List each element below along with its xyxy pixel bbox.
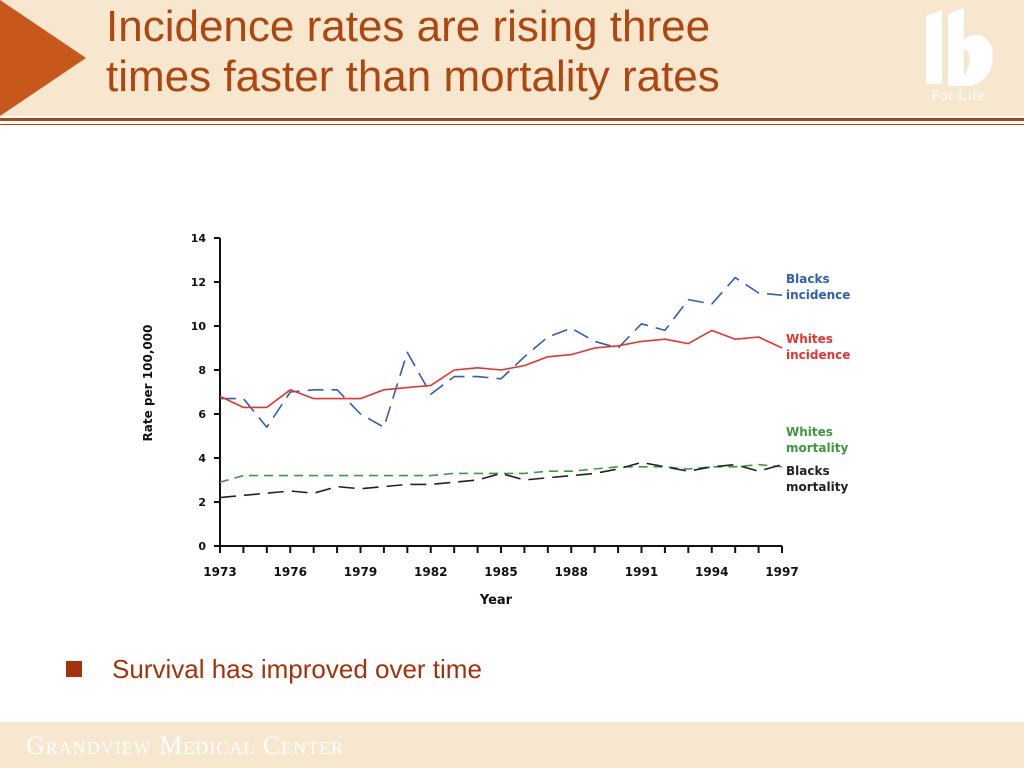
legend-whites-mortality: Whites mortality — [786, 425, 848, 455]
series-line-blacks-mortality — [219, 461, 783, 499]
x-tick-label: 1973 — [203, 565, 236, 579]
title-band: Incidence rates are rising three times f… — [0, 0, 1024, 116]
y-tick-label: 8 — [198, 364, 206, 377]
series-line-whites-mortality — [219, 463, 783, 483]
legend-label-line: Whites — [786, 332, 833, 346]
bullet-text: Survival has improved over time — [112, 654, 482, 684]
header-rule — [0, 118, 1024, 121]
incidence-mortality-chart: 0 2 4 6 8 10 12 14 1973 1976 1979 1982 1985 1988 1991 1… — [141, 232, 850, 608]
legend-label-line: incidence — [786, 348, 850, 362]
y-tick-label: 0 — [198, 540, 206, 553]
x-tick-label: 1982 — [414, 565, 447, 579]
footer-band: Grandview Medical Center — [0, 722, 1024, 768]
x-tick-label: 1994 — [695, 565, 728, 579]
y-tick-label: 12 — [191, 276, 206, 289]
slide-title-line-2: times faster than mortality rates — [106, 52, 720, 101]
x-tick-label: 1991 — [625, 565, 658, 579]
legend-label-line: mortality — [786, 441, 848, 455]
y-tick-label: 4 — [198, 452, 206, 465]
y-tick-label: 2 — [198, 496, 206, 509]
series-line-blacks-incidence — [220, 276, 783, 428]
x-tick-label: 1976 — [274, 565, 307, 579]
x-tick-label: 1988 — [555, 565, 588, 579]
legend-blacks-incidence: Blacks incidence — [786, 272, 850, 302]
square-bullet-icon — [66, 661, 82, 677]
arrow-icon — [0, 0, 86, 116]
legend-label-line: Blacks — [786, 272, 830, 286]
for-life-logo: For Life — [912, 6, 1004, 110]
legend-label-line: Blacks — [786, 464, 830, 478]
y-tick-label: 6 — [198, 408, 206, 421]
x-axis-label: Year — [479, 593, 513, 608]
header-rule-thin — [0, 124, 1024, 125]
legend-label-line: incidence — [786, 288, 850, 302]
footer-org-name: Grandview Medical Center — [26, 731, 345, 760]
series-line-whites-incidence — [219, 329, 783, 409]
slide-title-line-1: Incidence rates are rising three — [106, 2, 711, 51]
slide-title: Incidence rates are rising three times f… — [106, 2, 906, 102]
y-tick-label: 10 — [191, 320, 207, 333]
chart-axes: 0 2 4 6 8 10 12 14 1973 1976 1979 1982 1985 1988 1991 1… — [191, 232, 799, 579]
y-axis-label: Rate per 100,000 — [141, 325, 155, 442]
x-tick-label: 1979 — [344, 565, 377, 579]
chart-series — [219, 276, 783, 499]
legend-whites-incidence: Whites incidence — [786, 332, 850, 362]
legend-label-line: mortality — [786, 480, 848, 494]
logo-text: For Life — [931, 88, 985, 104]
x-tick-label: 1997 — [765, 565, 798, 579]
logo-mark-icon — [926, 8, 993, 86]
legend-blacks-mortality: Blacks mortality — [786, 464, 848, 494]
x-tick-label: 1985 — [484, 565, 517, 579]
legend-label-line: Whites — [786, 425, 833, 439]
y-tick-label: 14 — [191, 232, 207, 245]
chart-legend: Blacks incidence Whites incidence Whites mort… — [786, 272, 850, 494]
